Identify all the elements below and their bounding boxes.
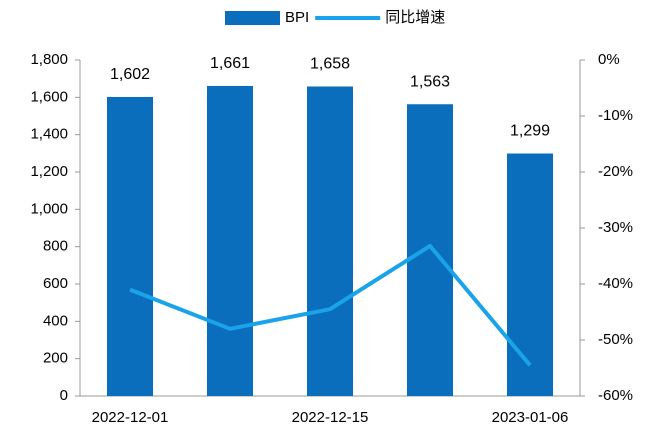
x-tick-label: 2023-01-06 <box>492 409 569 426</box>
legend-label: BPI <box>285 9 309 26</box>
y2-tick-label: 0% <box>598 51 620 68</box>
y-tick-label: 800 <box>43 238 68 255</box>
y2-tick-label: -50% <box>598 331 633 348</box>
value-label: 1,299 <box>510 123 550 140</box>
value-label: 1,661 <box>210 55 250 72</box>
bar <box>207 85 253 397</box>
x-tick-label: 2022-12-01 <box>92 409 169 426</box>
value-label: 1,658 <box>310 56 350 73</box>
y2-tick-label: -10% <box>598 107 633 124</box>
value-label: 1,602 <box>110 66 150 83</box>
y-tick-label: 400 <box>43 312 68 329</box>
y2-tick-label: -30% <box>598 219 633 236</box>
y2-tick-label: -20% <box>598 163 633 180</box>
y-tick-label: 1,800 <box>30 51 68 68</box>
bar <box>407 104 453 397</box>
y-tick-label: 200 <box>43 350 68 367</box>
y-tick-label: 1,000 <box>30 200 68 217</box>
y-tick-label: 1,600 <box>30 88 68 105</box>
bar <box>507 153 553 396</box>
bar <box>307 86 353 397</box>
y-tick-label: 0 <box>60 387 68 404</box>
line <box>129 243 532 367</box>
y2-tick-label: -60% <box>598 387 633 404</box>
y-tick-label: 1,400 <box>30 126 68 143</box>
y-tick-label: 1,200 <box>30 163 68 180</box>
value-label: 1,563 <box>410 73 450 90</box>
legend-label: 同比增速 <box>385 9 445 26</box>
y2-tick-label: -40% <box>598 275 633 292</box>
y-tick-label: 600 <box>43 275 68 292</box>
bar <box>107 96 153 397</box>
x-tick-label: 2022-12-15 <box>292 409 369 426</box>
legend-swatch <box>225 11 280 25</box>
